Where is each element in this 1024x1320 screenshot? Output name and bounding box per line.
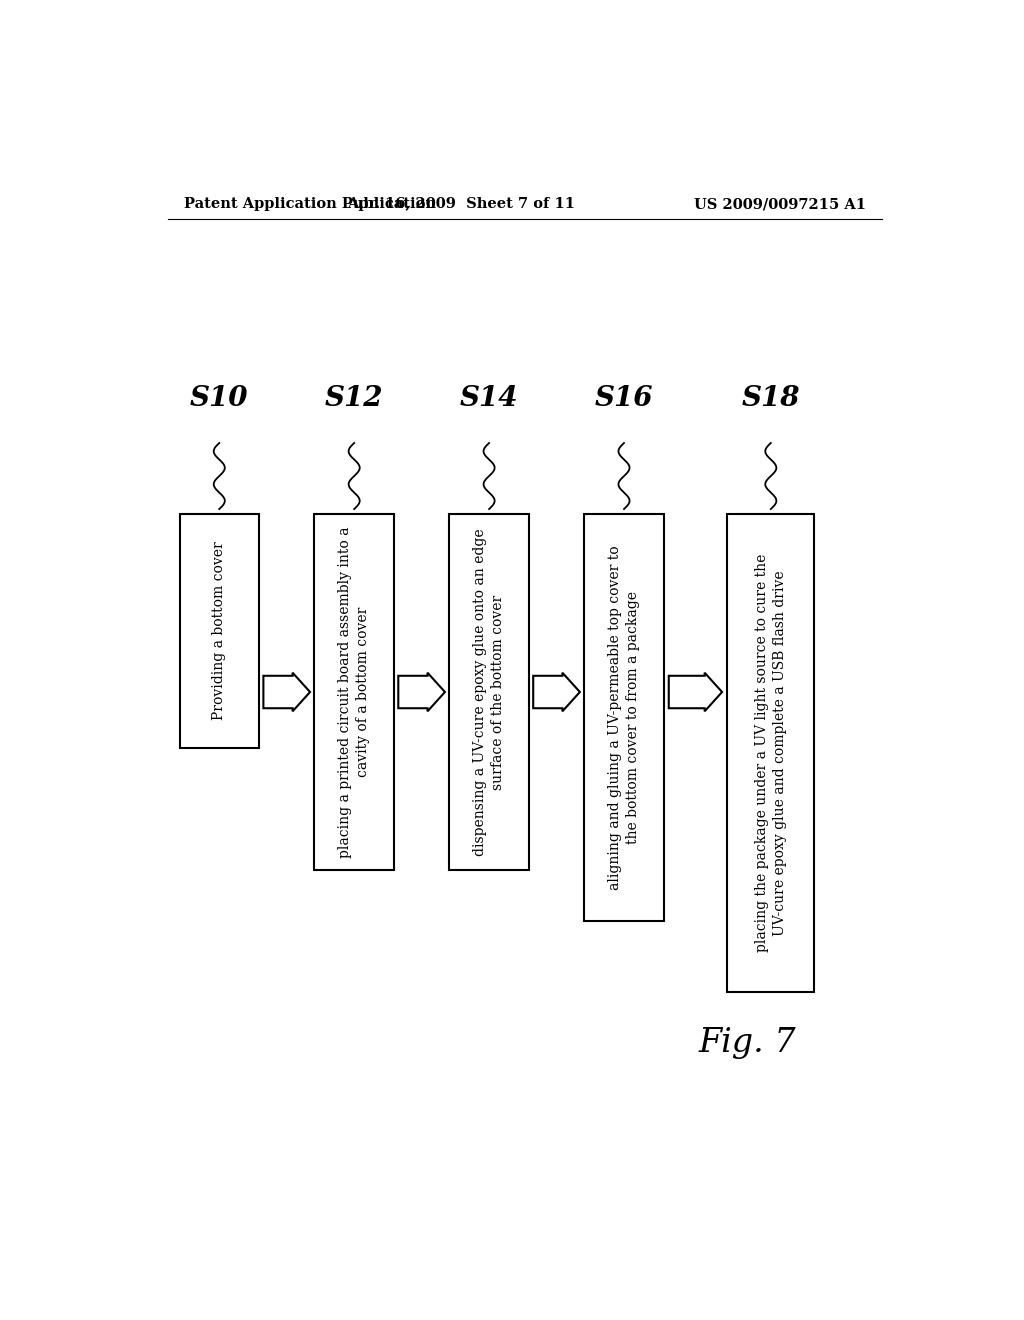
Text: US 2009/0097215 A1: US 2009/0097215 A1 (694, 197, 866, 211)
Text: placing the package under a UV light source to cure the
UV-cure epoxy glue and c: placing the package under a UV light sou… (755, 554, 787, 952)
Text: Providing a bottom cover: Providing a bottom cover (212, 541, 226, 721)
Text: placing a printed circuit board assembly into a
cavity of a bottom cover: placing a printed circuit board assembly… (338, 527, 371, 858)
Text: S16: S16 (595, 385, 653, 412)
Polygon shape (398, 673, 445, 711)
Text: S12: S12 (325, 385, 383, 412)
Bar (727, 515, 814, 991)
Bar (450, 515, 528, 870)
Polygon shape (540, 684, 566, 700)
Text: dispensing a UV-cure epoxy glue onto an edge
surface of the bottom cover: dispensing a UV-cure epoxy glue onto an … (473, 528, 505, 855)
Polygon shape (404, 684, 431, 700)
Polygon shape (269, 684, 296, 700)
Polygon shape (263, 673, 310, 711)
Text: Patent Application Publication: Patent Application Publication (183, 197, 435, 211)
Text: Fig. 7: Fig. 7 (698, 1027, 796, 1059)
Text: S18: S18 (741, 385, 800, 412)
Text: S14: S14 (460, 385, 518, 412)
Text: aligning and gluing a UV-permeable top cover to
the bottom cover to from a packa: aligning and gluing a UV-permeable top c… (608, 545, 640, 890)
Bar (314, 515, 394, 870)
Bar (179, 513, 259, 748)
Text: Apr. 16, 2009  Sheet 7 of 11: Apr. 16, 2009 Sheet 7 of 11 (347, 197, 575, 211)
Polygon shape (675, 684, 709, 700)
Bar (585, 515, 664, 921)
Polygon shape (534, 673, 580, 711)
Polygon shape (669, 673, 722, 711)
Text: S10: S10 (190, 385, 249, 412)
